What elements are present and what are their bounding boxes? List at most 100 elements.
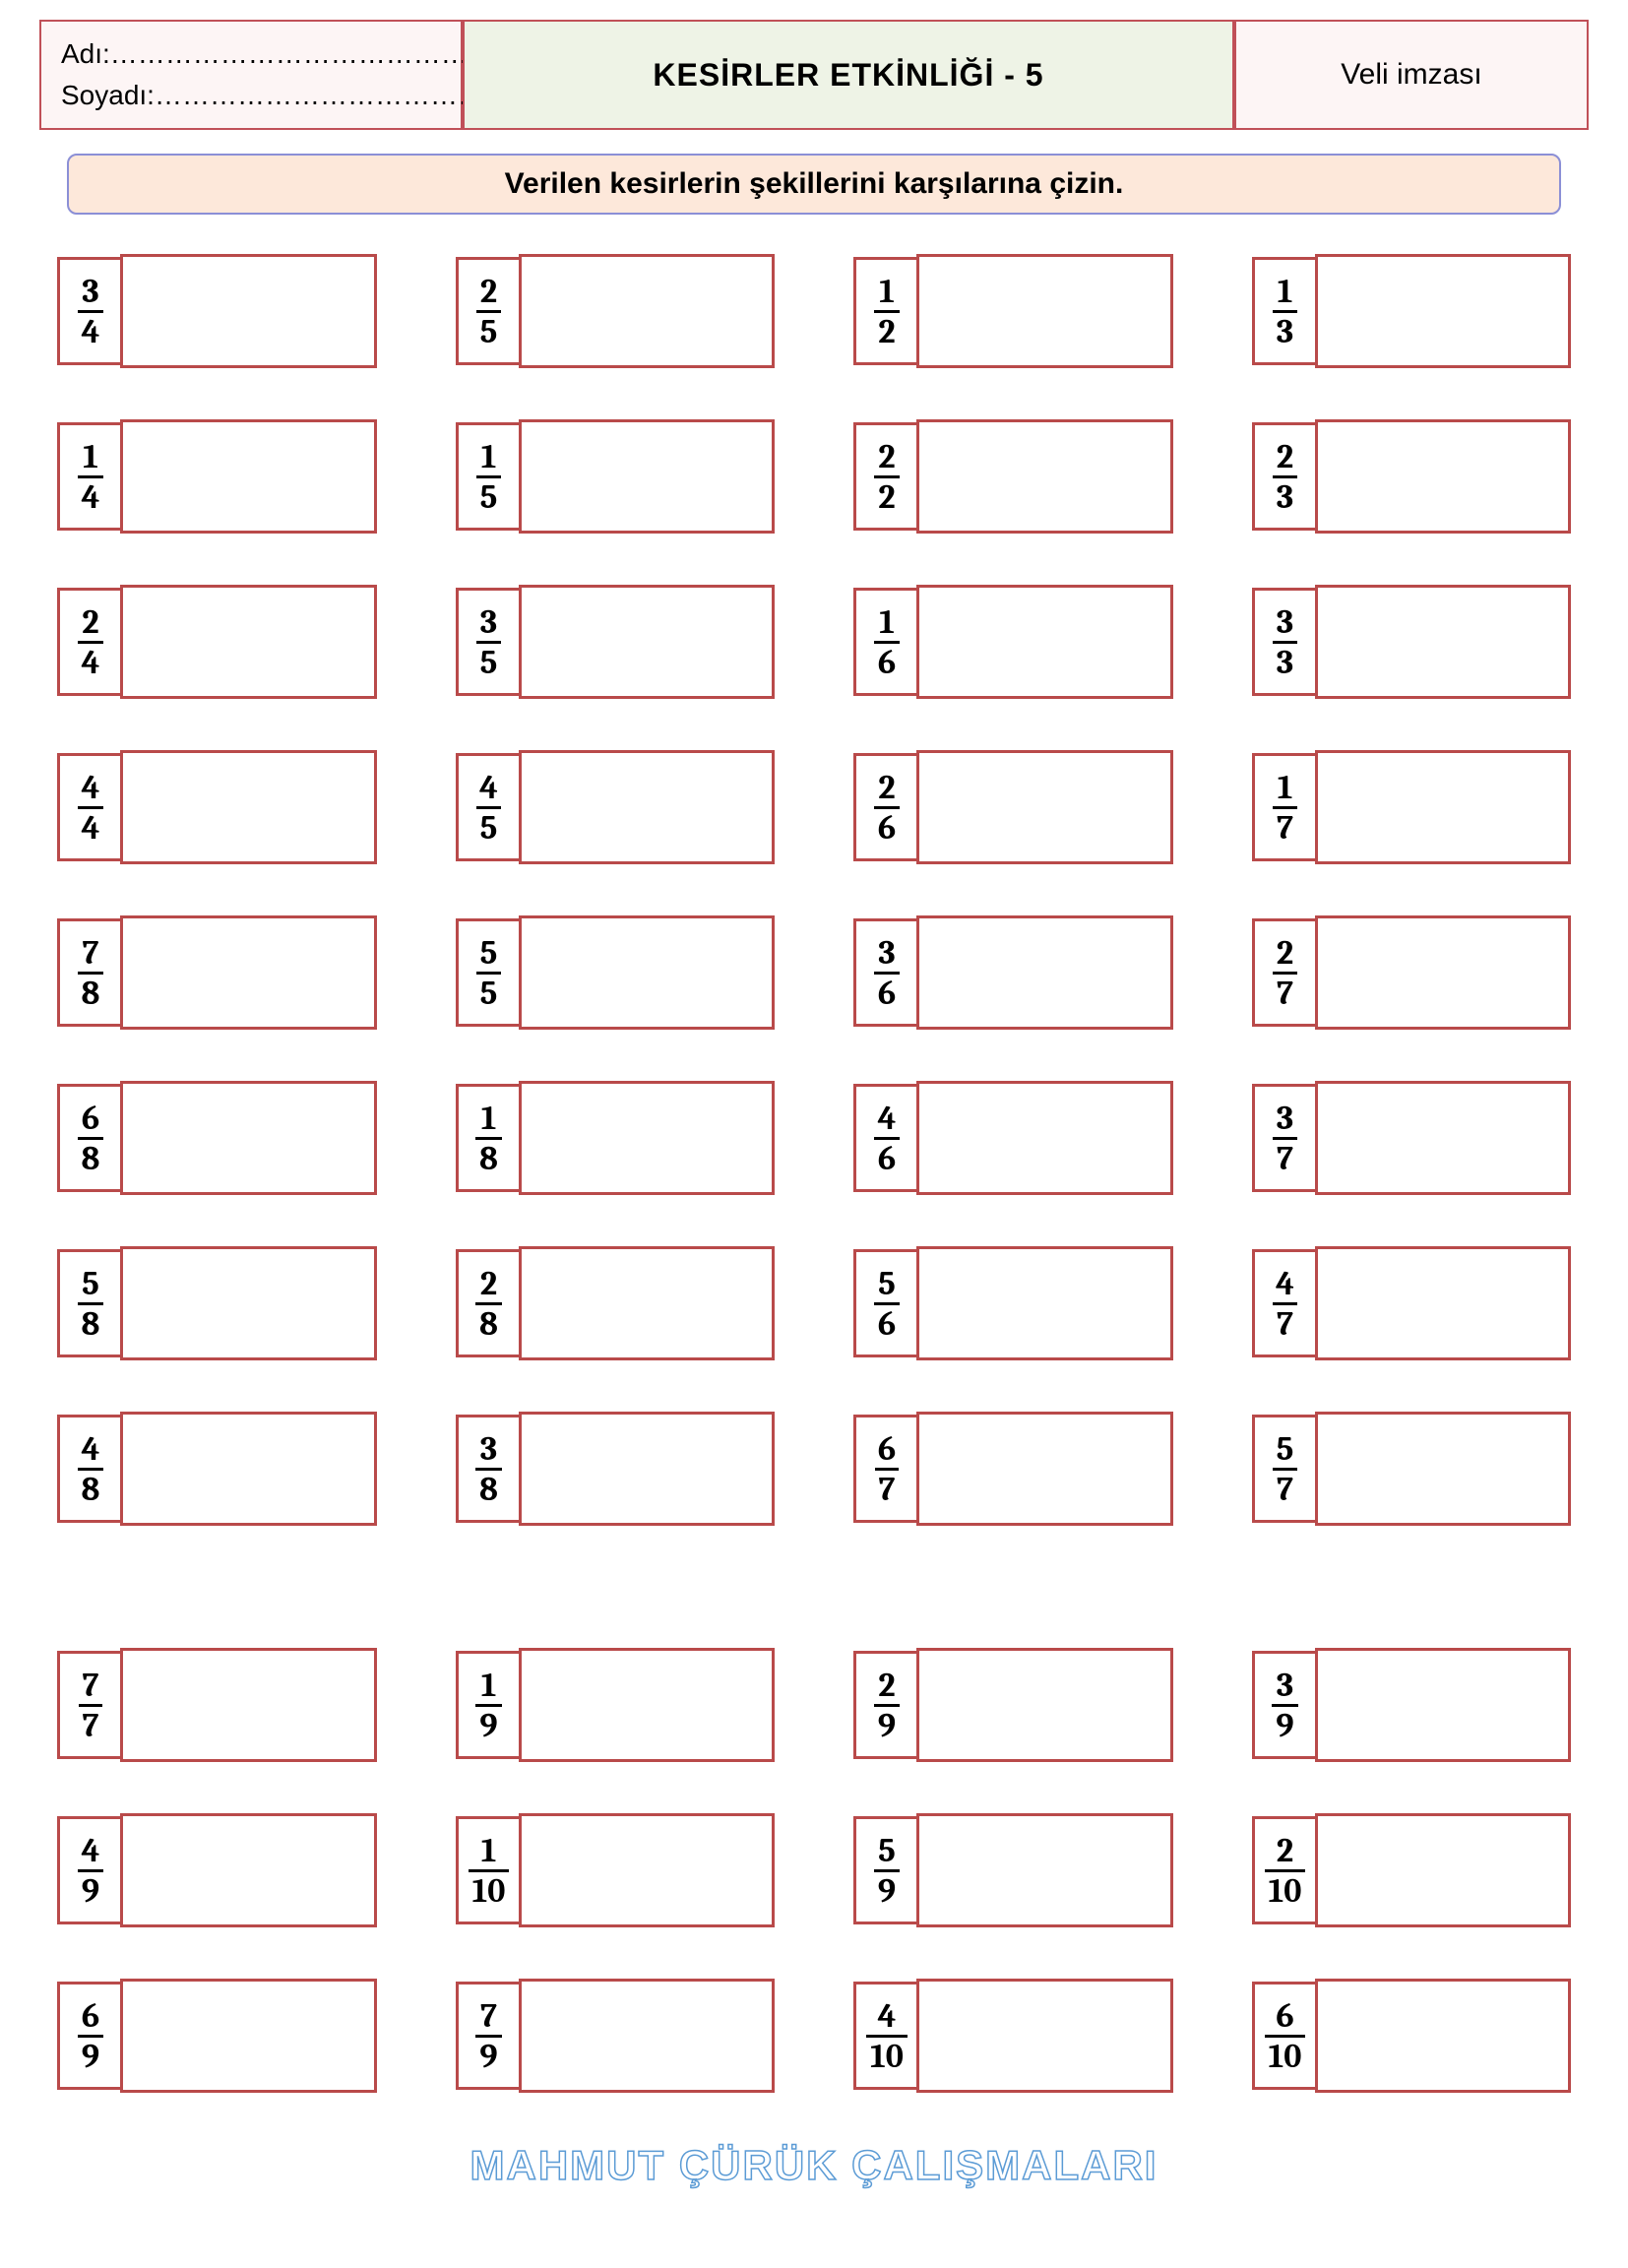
fraction-denominator: 5 bbox=[476, 972, 502, 1010]
drawing-box bbox=[1315, 915, 1572, 1030]
fraction-denominator: 7 bbox=[1273, 806, 1297, 845]
fraction-box: 4 9 bbox=[57, 1816, 124, 1924]
fraction-value: 7 8 bbox=[78, 936, 104, 1010]
fraction-value: 2 7 bbox=[1273, 936, 1297, 1010]
fraction-item: 2 7 bbox=[1252, 915, 1572, 1030]
fraction-item: 4 10 bbox=[853, 1979, 1173, 2093]
fraction-item: 4 7 bbox=[1252, 1246, 1572, 1360]
fraction-numerator: 5 bbox=[874, 1834, 900, 1869]
fraction-box: 2 7 bbox=[1252, 918, 1319, 1027]
fraction-numerator: 6 bbox=[874, 1432, 900, 1468]
fraction-value: 6 8 bbox=[78, 1102, 104, 1175]
fraction-numerator: 2 bbox=[1273, 936, 1297, 972]
fraction-value: 5 9 bbox=[874, 1834, 900, 1908]
fraction-denominator: 5 bbox=[476, 310, 502, 348]
fraction-box: 5 9 bbox=[853, 1816, 920, 1924]
drawing-box bbox=[1315, 419, 1572, 534]
drawing-box bbox=[120, 585, 377, 699]
fraction-item: 3 3 bbox=[1252, 585, 1572, 699]
drawing-box bbox=[916, 1813, 1173, 1927]
fraction-box: 7 9 bbox=[456, 1982, 523, 2090]
drawing-box bbox=[519, 915, 776, 1030]
fraction-numerator: 3 bbox=[874, 936, 899, 972]
fraction-item: 4 5 bbox=[456, 750, 776, 864]
fraction-numerator: 7 bbox=[79, 1669, 103, 1704]
fraction-box: 1 5 bbox=[456, 422, 523, 531]
fraction-value: 3 5 bbox=[476, 605, 502, 679]
fraction-box: 5 7 bbox=[1252, 1415, 1319, 1523]
fraction-numerator: 5 bbox=[476, 936, 502, 972]
fraction-value: 5 5 bbox=[476, 936, 502, 1010]
fraction-value: 4 7 bbox=[1272, 1267, 1298, 1341]
fraction-value: 1 10 bbox=[469, 1834, 510, 1908]
name-label: Adı:…………………………………… bbox=[61, 33, 441, 75]
fraction-numerator: 5 bbox=[1273, 1432, 1298, 1468]
fraction-denominator: 2 bbox=[874, 475, 899, 514]
fraction-denominator: 10 bbox=[469, 1869, 510, 1908]
drawing-box bbox=[120, 1813, 377, 1927]
fraction-value: 3 7 bbox=[1273, 1102, 1297, 1175]
drawing-box bbox=[519, 1412, 776, 1526]
fraction-numerator: 3 bbox=[476, 1432, 501, 1468]
fraction-numerator: 6 bbox=[78, 1102, 103, 1137]
fraction-numerator: 1 bbox=[477, 1102, 501, 1137]
fraction-value: 2 6 bbox=[874, 771, 900, 845]
fraction-value: 2 2 bbox=[874, 440, 899, 514]
fraction-denominator: 9 bbox=[475, 1704, 501, 1742]
fraction-item: 2 8 bbox=[456, 1246, 776, 1360]
fraction-item: 6 8 bbox=[57, 1081, 377, 1195]
fraction-item: 1 4 bbox=[57, 419, 377, 534]
drawing-box bbox=[916, 1648, 1173, 1762]
fraction-item: 5 6 bbox=[853, 1246, 1173, 1360]
fraction-box: 6 9 bbox=[57, 1982, 124, 2090]
fraction-value: 1 3 bbox=[1273, 275, 1297, 348]
fraction-denominator: 9 bbox=[874, 1869, 900, 1908]
fraction-item: 3 4 bbox=[57, 254, 377, 368]
fraction-numerator: 1 bbox=[79, 440, 102, 475]
fraction-item: 2 2 bbox=[853, 419, 1173, 534]
fraction-item: 3 5 bbox=[456, 585, 776, 699]
fraction-numerator: 2 bbox=[874, 771, 899, 806]
fraction-box: 2 2 bbox=[853, 422, 920, 531]
fraction-numerator: 2 bbox=[1273, 440, 1297, 475]
instruction-text: Verilen kesirlerin şekillerini karşıları… bbox=[505, 167, 1124, 200]
fraction-numerator: 1 bbox=[1274, 275, 1297, 310]
fraction-value: 3 6 bbox=[874, 936, 900, 1010]
fraction-box: 3 6 bbox=[853, 918, 920, 1027]
fraction-item: 1 9 bbox=[456, 1648, 776, 1762]
fraction-item: 2 5 bbox=[456, 254, 776, 368]
fraction-box: 3 7 bbox=[1252, 1084, 1319, 1192]
drawing-box bbox=[1315, 1813, 1572, 1927]
worksheet-title: KESİRLER ETKİNLİĞİ - 5 bbox=[653, 57, 1043, 94]
fraction-item: 4 4 bbox=[57, 750, 377, 864]
fraction-denominator: 7 bbox=[1273, 972, 1297, 1010]
fraction-value: 2 9 bbox=[874, 1669, 900, 1742]
fraction-numerator: 1 bbox=[477, 1669, 501, 1704]
fraction-denominator: 10 bbox=[866, 2035, 908, 2073]
fraction-numerator: 1 bbox=[477, 440, 501, 475]
footer-text: MAHMUT ÇÜRÜK ÇALIŞMALARI bbox=[470, 2142, 1158, 2188]
fraction-denominator: 9 bbox=[1272, 1704, 1297, 1742]
drawing-box bbox=[1315, 1979, 1572, 2093]
fraction-denominator: 6 bbox=[874, 641, 900, 679]
drawing-box bbox=[1315, 1648, 1572, 1762]
fraction-numerator: 4 bbox=[874, 1999, 901, 2035]
fraction-denominator: 8 bbox=[78, 1468, 104, 1506]
fraction-item: 6 9 bbox=[57, 1979, 377, 2093]
drawing-box bbox=[519, 1979, 776, 2093]
surname-label: Soyadı:……………………………….. bbox=[61, 75, 441, 116]
parent-sign-label: Veli imzası bbox=[1341, 58, 1481, 92]
fraction-denominator: 8 bbox=[78, 1137, 104, 1175]
fraction-item: 4 6 bbox=[853, 1081, 1173, 1195]
fraction-value: 6 9 bbox=[78, 1999, 103, 2073]
fraction-denominator: 7 bbox=[1273, 1302, 1297, 1341]
fraction-box: 4 8 bbox=[57, 1415, 124, 1523]
fraction-denominator: 2 bbox=[874, 310, 899, 348]
fraction-denominator: 10 bbox=[1265, 2035, 1306, 2073]
fraction-box: 3 3 bbox=[1252, 588, 1319, 696]
fraction-denominator: 6 bbox=[874, 972, 900, 1010]
fraction-denominator: 4 bbox=[78, 641, 104, 679]
fraction-box: 2 5 bbox=[456, 257, 523, 365]
fraction-numerator: 2 bbox=[874, 1669, 899, 1704]
fraction-value: 2 3 bbox=[1273, 440, 1297, 514]
